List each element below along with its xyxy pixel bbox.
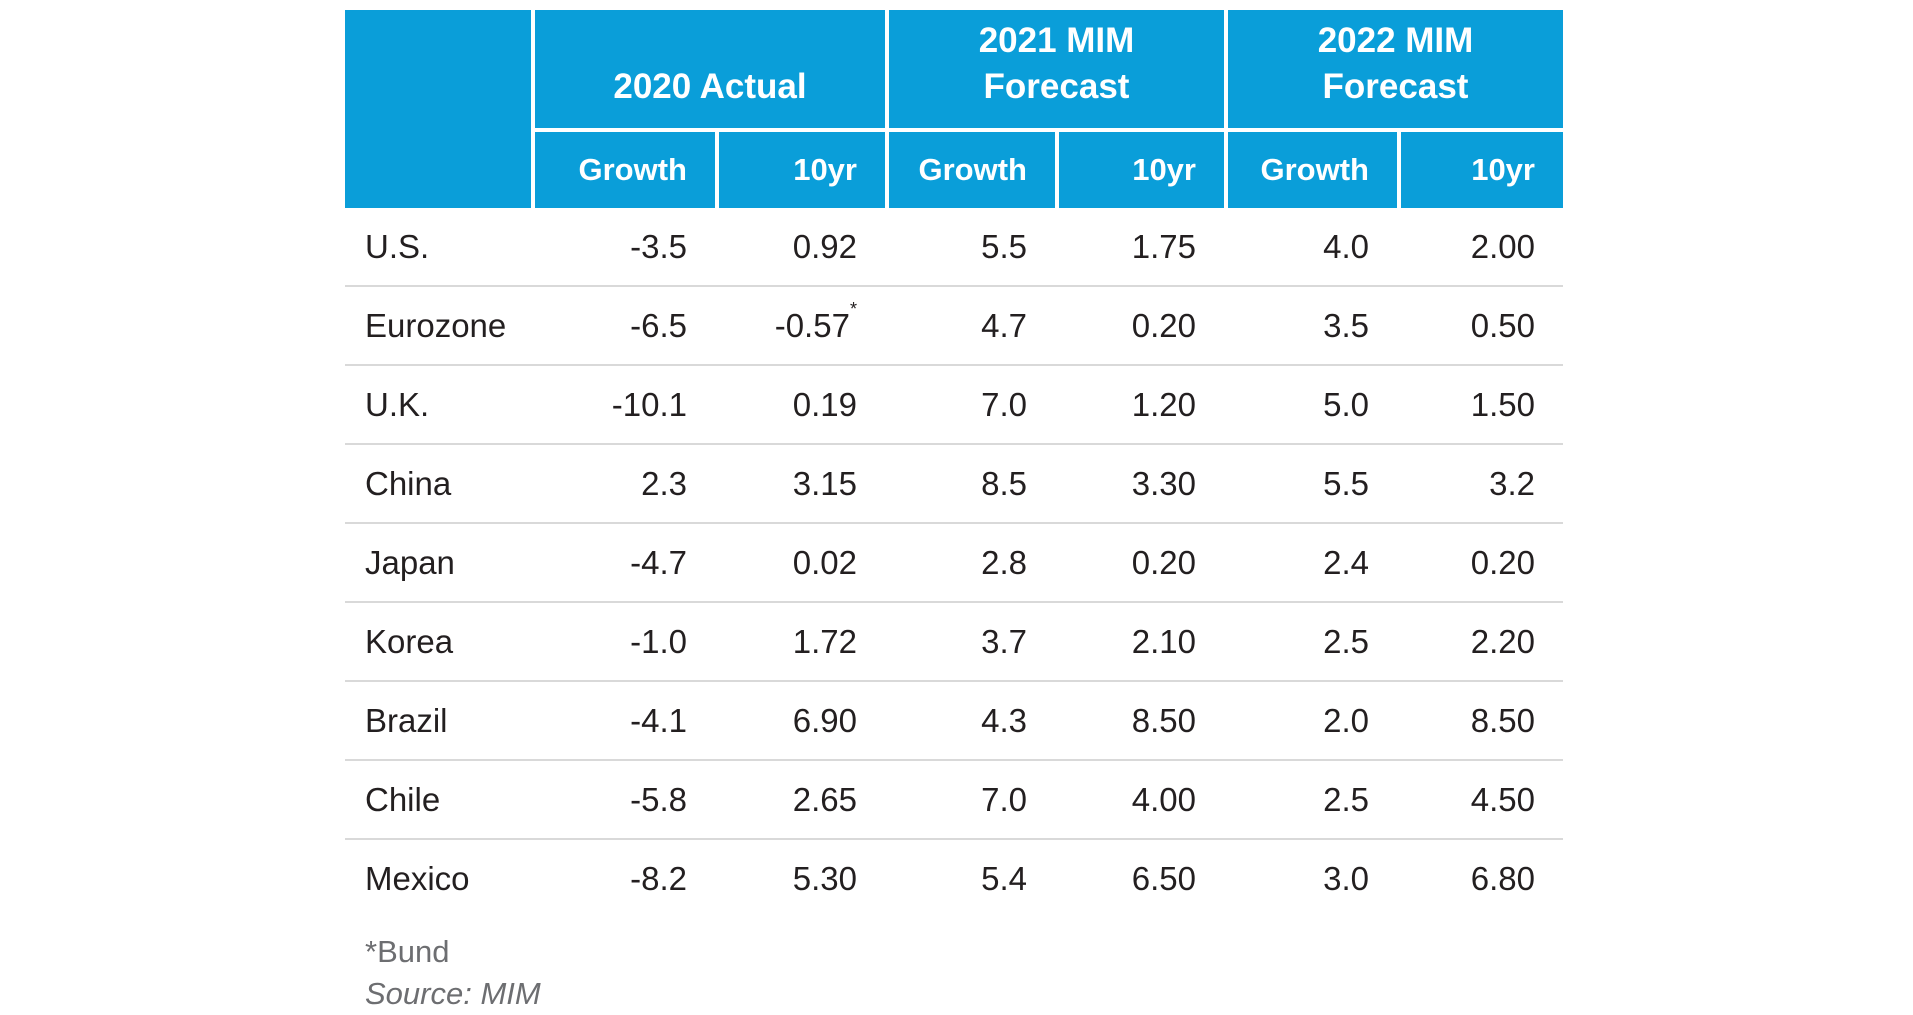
cell-value: 6.80 — [1470, 859, 1535, 897]
cell-value: 1.75 — [1131, 227, 1196, 265]
cell-value: 5.4 — [981, 859, 1027, 897]
cell-value: 6.50 — [1131, 859, 1196, 897]
cell-value: 5.0 — [1323, 385, 1369, 423]
table-row: U.K. -10.1 0.19 7.0 1.20 5.0 1.50 — [345, 366, 1563, 445]
cell-value: 5.30 — [792, 859, 857, 897]
cell-value: 2.65 — [792, 780, 857, 818]
group-header-line: Forecast — [983, 67, 1130, 106]
group-header-line: 2021 MIM — [978, 21, 1135, 60]
cell-value: 2.00 — [1470, 227, 1535, 265]
table-row: Brazil -4.1 6.90 4.3 8.50 2.0 8.50 — [345, 682, 1563, 761]
cell-value: 2.10 — [1131, 622, 1196, 660]
table-row: U.S. -3.5 0.92 5.5 1.75 4.0 2.00 — [345, 208, 1563, 287]
row-label: Mexico — [365, 859, 470, 897]
cell-value: 8.50 — [1470, 701, 1535, 739]
cell-value: 7.0 — [981, 385, 1027, 423]
cell-value: 4.7 — [981, 306, 1027, 344]
column-header-10yr: 10yr — [1397, 128, 1563, 208]
group-header-2022-mim-forecast: 2022 MIM Forecast — [1224, 10, 1563, 128]
table-row: Chile -5.8 2.65 7.0 4.00 2.5 4.50 — [345, 761, 1563, 840]
table-body: U.S. -3.5 0.92 5.5 1.75 4.0 2.00 Eurozone -6.5 -0… — [345, 208, 1563, 917]
cell-value: 3.0 — [1323, 859, 1369, 897]
cell-value: 5.5 — [1323, 464, 1369, 502]
cell-value: -0.57* — [774, 298, 857, 344]
table-footer: *Bund Source: MIM — [345, 931, 1563, 1015]
cell-value: 6.90 — [792, 701, 857, 739]
cell-value: 2.3 — [641, 464, 687, 502]
cell-value: 1.72 — [792, 622, 857, 660]
cell-value: -4.7 — [630, 543, 687, 581]
forecast-table: 2020 Actual 2021 MIM Forecast 2022 MIM F… — [345, 10, 1563, 1015]
group-header-line: Forecast — [1322, 67, 1469, 106]
cell-value: 2.5 — [1323, 622, 1369, 660]
row-label: Brazil — [365, 701, 448, 739]
cell-value: 0.50 — [1470, 306, 1535, 344]
table-row: Korea -1.0 1.72 3.7 2.10 2.5 2.20 — [345, 603, 1563, 682]
cell-value: 0.19 — [792, 385, 857, 423]
table-row: China 2.3 3.15 8.5 3.30 5.5 3.2 — [345, 445, 1563, 524]
cell-value: -5.8 — [630, 780, 687, 818]
cell-value: -4.1 — [630, 701, 687, 739]
group-header-2020-actual: 2020 Actual — [531, 10, 885, 128]
cell-value: -8.2 — [630, 859, 687, 897]
group-header-2021-mim-forecast: 2021 MIM Forecast — [885, 10, 1224, 128]
header-corner-cell — [345, 10, 531, 208]
cell-value: 4.50 — [1470, 780, 1535, 818]
cell-value: 2.4 — [1323, 543, 1369, 581]
cell-value: 2.20 — [1470, 622, 1535, 660]
source-note: Source: MIM — [365, 976, 541, 1011]
row-label: Eurozone — [365, 306, 507, 344]
cell-value: 8.50 — [1131, 701, 1196, 739]
table-header: 2020 Actual 2021 MIM Forecast 2022 MIM F… — [345, 10, 1563, 208]
row-label: U.S. — [365, 227, 430, 265]
table-row: Mexico -8.2 5.30 5.4 6.50 3.0 6.80 — [345, 840, 1563, 917]
cell-value: 4.0 — [1323, 227, 1369, 265]
cell-value: 2.8 — [981, 543, 1027, 581]
row-label: Japan — [365, 543, 455, 581]
cell-value: 4.3 — [981, 701, 1027, 739]
page: { "chart_data": { "type": "table", "colu… — [345, 10, 1563, 1011]
table-row: Eurozone -6.5 -0.57* 4.7 0.20 3.5 0.50 — [345, 287, 1563, 366]
cell-value: 2.0 — [1323, 701, 1369, 739]
table-row: Japan -4.7 0.02 2.8 0.20 2.4 0.20 — [345, 524, 1563, 603]
cell-value: 1.50 — [1470, 385, 1535, 423]
row-label: Chile — [365, 780, 441, 818]
cell-value: 0.20 — [1470, 543, 1535, 581]
cell-value: 3.30 — [1131, 464, 1196, 502]
cell-value: 0.02 — [792, 543, 857, 581]
group-header-line: 2022 MIM — [1317, 21, 1474, 60]
cell-value: 3.15 — [792, 464, 857, 502]
cell-value: 5.5 — [981, 227, 1027, 265]
cell-value: 0.92 — [792, 227, 857, 265]
cell-value: 4.00 — [1131, 780, 1196, 818]
column-header-10yr: 10yr — [1055, 128, 1224, 208]
cell-value: 2.5 — [1323, 780, 1369, 818]
cell-value: 3.5 — [1323, 306, 1369, 344]
footnote-marker: * — [849, 298, 857, 319]
cell-value: -3.5 — [630, 227, 687, 265]
cell-value: -1.0 — [630, 622, 687, 660]
footnote-bund: *Bund — [365, 934, 450, 969]
group-header-line: 2020 Actual — [613, 67, 807, 106]
column-header-10yr: 10yr — [715, 128, 885, 208]
cell-value: -6.5 — [630, 306, 687, 344]
cell-value: -10.1 — [611, 385, 687, 423]
cell-value: 3.2 — [1489, 464, 1535, 502]
cell-value: 3.7 — [981, 622, 1027, 660]
cell-value: 0.20 — [1131, 543, 1196, 581]
cell-value: 8.5 — [981, 464, 1027, 502]
row-label: China — [365, 464, 452, 502]
cell-value: 0.20 — [1131, 306, 1196, 344]
column-header-growth: Growth — [1224, 128, 1397, 208]
cell-value: 1.20 — [1131, 385, 1196, 423]
row-label: Korea — [365, 622, 454, 660]
column-header-growth: Growth — [531, 128, 715, 208]
row-label: U.K. — [365, 385, 430, 423]
cell-value: 7.0 — [981, 780, 1027, 818]
column-header-growth: Growth — [885, 128, 1055, 208]
